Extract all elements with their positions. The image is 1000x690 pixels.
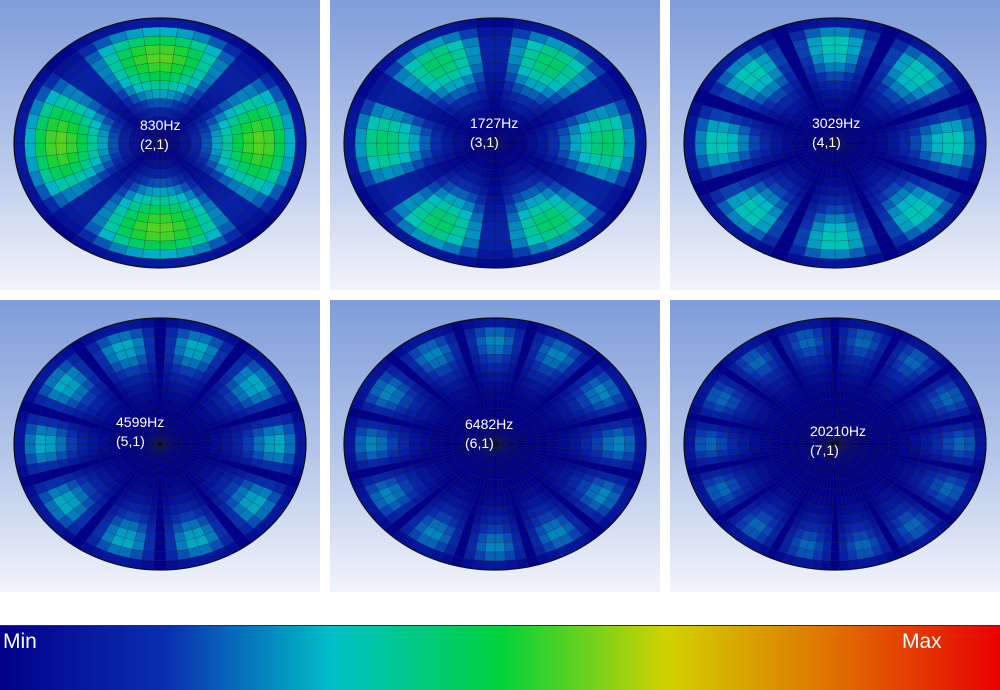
frequency-label: 6482Hz [465, 415, 513, 433]
frequency-label: 830Hz [140, 116, 180, 134]
plate-contour-plot [330, 300, 660, 592]
mode-panel-5: 6482Hz (6,1) [330, 300, 660, 592]
plate-contour-plot [0, 300, 320, 592]
mode-shape-label: (6,1) [465, 434, 494, 452]
frequency-label: 4599Hz [116, 413, 164, 431]
mode-shape-label: (5,1) [116, 432, 145, 450]
color-legend-bar [0, 625, 1000, 690]
colorbar-min-label: Min [3, 630, 37, 654]
frequency-label: 1727Hz [470, 114, 518, 132]
mode-shape-label: (4,1) [812, 133, 841, 151]
frequency-label: 3029Hz [812, 114, 860, 132]
mode-panel-4: 4599Hz (5,1) [0, 300, 320, 592]
mode-shape-label: (7,1) [810, 441, 839, 459]
colorbar-max-label: Max [902, 630, 942, 654]
mode-panel-3: 3029Hz (4,1) [670, 0, 1000, 290]
mode-panel-1: 830Hz (2,1) [0, 0, 320, 290]
frequency-label: 20210Hz [810, 422, 866, 440]
mode-panel-6: 20210Hz (7,1) [670, 300, 1000, 592]
mode-panel-2: 1727Hz (3,1) [330, 0, 660, 290]
mode-shape-label: (2,1) [140, 135, 169, 153]
mode-shape-label: (3,1) [470, 133, 499, 151]
